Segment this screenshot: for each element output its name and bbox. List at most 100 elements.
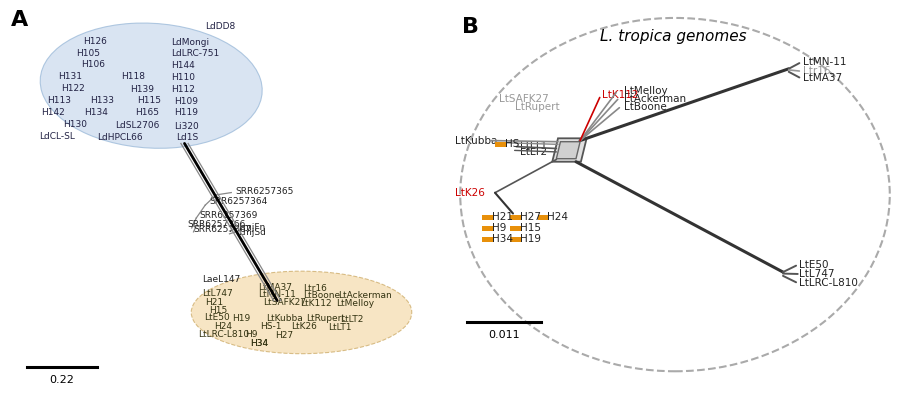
Text: H9: H9 [245, 331, 257, 339]
Text: LtE50: LtE50 [204, 314, 230, 322]
Text: SRR6257369: SRR6257369 [200, 211, 258, 220]
Text: LdDD8: LdDD8 [205, 22, 236, 31]
Text: H142: H142 [41, 108, 65, 116]
Text: LtSAFK27: LtSAFK27 [263, 298, 306, 307]
Text: LtAckerman: LtAckerman [625, 94, 687, 104]
Text: H15: H15 [209, 306, 227, 314]
Text: LtRupert: LtRupert [516, 101, 560, 112]
Text: SRR6257367: SRR6257367 [194, 226, 252, 234]
Text: H21: H21 [491, 212, 513, 222]
Bar [509, 226, 521, 231]
Text: LtMN-11: LtMN-11 [258, 290, 296, 299]
Text: H24: H24 [547, 212, 569, 222]
Text: H115: H115 [137, 96, 161, 105]
Ellipse shape [191, 271, 412, 354]
Text: H24: H24 [214, 322, 232, 331]
Text: HS-1: HS-1 [260, 322, 282, 331]
Text: H34: H34 [250, 340, 268, 348]
Text: LtLRC-L810: LtLRC-L810 [799, 278, 859, 288]
Text: LtLRC-L810: LtLRC-L810 [198, 330, 249, 339]
Text: H106: H106 [81, 61, 105, 69]
Text: LdCL-SL: LdCL-SL [39, 132, 75, 141]
Polygon shape [556, 142, 581, 159]
Text: H113: H113 [47, 96, 71, 105]
Text: L. tropica genomes: L. tropica genomes [600, 29, 747, 44]
Text: SRR6257365: SRR6257365 [236, 187, 294, 196]
Text: H19: H19 [232, 314, 250, 323]
Bar [537, 215, 549, 220]
Text: LtMN-11: LtMN-11 [803, 57, 846, 67]
Text: LtMA37: LtMA37 [258, 283, 292, 292]
Text: LdSL2706: LdSL2706 [115, 121, 159, 130]
Text: LtBoone: LtBoone [303, 291, 340, 299]
Text: H119: H119 [174, 108, 198, 117]
Text: HS: HS [505, 139, 519, 149]
Text: SRR6257364: SRR6257364 [210, 197, 268, 206]
Text: H9: H9 [491, 223, 506, 233]
Text: H133: H133 [90, 96, 114, 105]
Text: LtLT2: LtLT2 [519, 147, 546, 157]
Text: Ld1S: Ld1S [176, 134, 199, 142]
Bar [509, 237, 521, 242]
Text: H105: H105 [76, 49, 101, 57]
Text: LtMelloy: LtMelloy [625, 86, 668, 96]
Bar [509, 215, 521, 220]
Text: LaeL147: LaeL147 [202, 275, 241, 284]
Bar [482, 226, 493, 231]
Text: 0.011: 0.011 [488, 329, 520, 340]
Text: H134: H134 [84, 108, 108, 116]
Polygon shape [553, 138, 587, 162]
Text: Li320: Li320 [174, 122, 199, 130]
Text: LtSAFK27: LtSAFK27 [500, 94, 549, 104]
Bar [495, 142, 507, 147]
Text: LmjFn: LmjFn [238, 224, 266, 232]
Text: LtK112: LtK112 [301, 299, 332, 307]
Text: LtBoone: LtBoone [625, 102, 667, 112]
Text: LtK112: LtK112 [602, 90, 639, 100]
Text: LtK26: LtK26 [291, 323, 317, 331]
Text: LtK26: LtK26 [454, 189, 485, 198]
Text: H131: H131 [58, 72, 83, 81]
Text: Ltr16: Ltr16 [303, 284, 328, 292]
Text: H27: H27 [275, 331, 293, 340]
Text: LdHPCL66: LdHPCL66 [97, 133, 143, 141]
Text: LdMongi: LdMongi [171, 38, 209, 46]
Text: SRR6257366: SRR6257366 [187, 220, 246, 229]
Text: H27: H27 [519, 212, 541, 222]
Text: H126: H126 [83, 37, 107, 46]
Text: H144: H144 [171, 61, 194, 70]
Text: H112: H112 [171, 85, 195, 94]
Text: LtLT1: LtLT1 [328, 323, 352, 332]
Ellipse shape [40, 23, 262, 148]
Text: LtKubba: LtKubba [454, 136, 498, 145]
Text: H165: H165 [135, 108, 159, 117]
Text: A: A [11, 10, 29, 30]
Text: H19: H19 [519, 234, 541, 244]
Text: LmjSd: LmjSd [238, 228, 266, 237]
Text: LtAckerman: LtAckerman [338, 291, 392, 300]
Text: LtRupert: LtRupert [306, 314, 345, 323]
Text: H34: H34 [491, 234, 513, 244]
Text: LtLT1: LtLT1 [519, 141, 546, 151]
Bar [482, 215, 493, 220]
Text: H122: H122 [61, 84, 85, 93]
Text: H109: H109 [174, 97, 198, 105]
Text: B: B [463, 17, 480, 37]
Text: Ltr16: Ltr16 [803, 66, 830, 76]
Text: H130: H130 [63, 120, 87, 129]
Text: LtMA37: LtMA37 [803, 73, 842, 83]
Text: LtKubba: LtKubba [266, 314, 303, 323]
Text: H139: H139 [130, 85, 155, 94]
Bar [482, 237, 493, 242]
Text: H21: H21 [205, 298, 223, 307]
Text: H15: H15 [519, 223, 541, 233]
Text: LtL747: LtL747 [799, 269, 835, 279]
Text: LdLRC-751: LdLRC-751 [171, 50, 220, 58]
Text: LtLT2: LtLT2 [340, 315, 364, 323]
Text: H118: H118 [122, 72, 146, 81]
Text: H34: H34 [250, 340, 268, 348]
Text: LtMelloy: LtMelloy [336, 299, 374, 308]
Text: LtL747: LtL747 [202, 290, 233, 298]
Text: LtE50: LtE50 [799, 260, 829, 270]
Text: H110: H110 [171, 73, 195, 82]
